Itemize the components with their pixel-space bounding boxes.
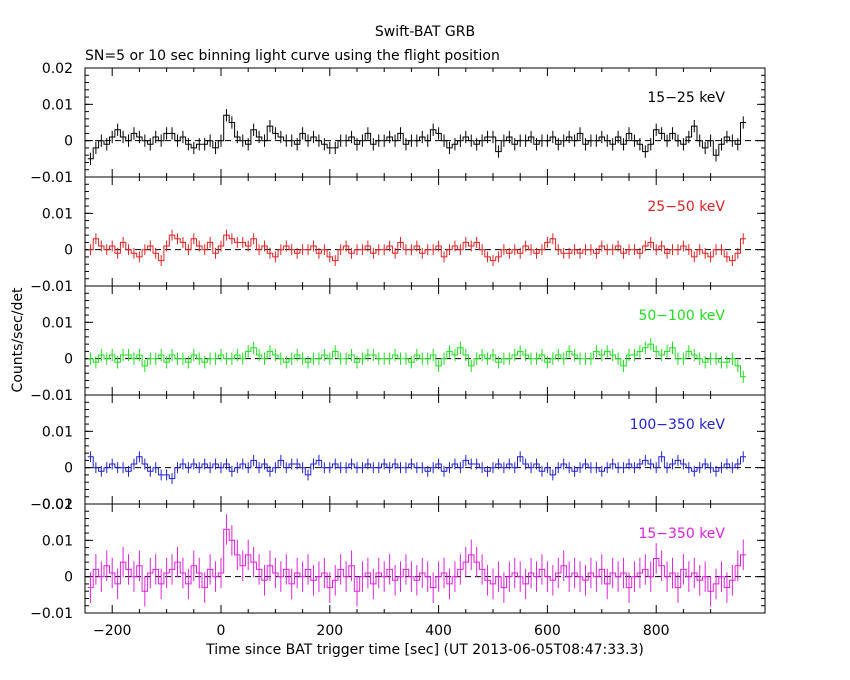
x-tick-label: −200 — [93, 623, 131, 639]
panel-4: −0.01 0 0.01 100−350 keV — [30, 394, 766, 513]
series-line — [87, 456, 746, 480]
series-line — [87, 343, 746, 378]
band-label: 50−100 keV — [638, 308, 725, 324]
y-tick-label: 0.01 — [42, 97, 73, 113]
band-label: 100−350 keV — [630, 417, 726, 433]
band-label: 15−25 keV — [647, 90, 725, 106]
y-tick-label: 0 — [64, 134, 73, 150]
y-tick-label: 0.01 — [42, 206, 73, 222]
x-tick-label: 600 — [534, 623, 561, 639]
series-line — [87, 234, 746, 262]
y-tick-label: −0.01 — [30, 606, 73, 622]
chart-title: Swift-BAT GRB — [375, 24, 475, 40]
panel-5: −0.01 0 0.01 0.02 15−350 keV — [30, 497, 766, 622]
x-tick-label: 400 — [425, 623, 452, 639]
x-axis-label: Time since BAT trigger time [sec] (UT 20… — [205, 642, 644, 658]
y-tick-label: 0.01 — [42, 533, 73, 549]
x-tick-label: 0 — [217, 623, 226, 639]
band-label: 25−50 keV — [647, 199, 725, 215]
y-tick-label: −0.01 — [30, 388, 73, 404]
panel-2: −0.01 0 0.01 25−50 keV — [30, 176, 766, 295]
y-tick-label: 0.01 — [42, 424, 73, 440]
y-tick-label: 0 — [64, 461, 73, 477]
y-tick-label: 0.02 — [42, 61, 73, 77]
y-axis-label: Counts/sec/det — [10, 287, 26, 392]
y-tick-label: −0.01 — [30, 279, 73, 295]
x-tick-label: 200 — [316, 623, 343, 639]
band-label: 15−350 keV — [638, 526, 725, 542]
chart-subtitle: SN=5 or 10 sec binning light curve using… — [85, 48, 500, 64]
panel-frame — [84, 503, 766, 614]
x-tick-label: 800 — [643, 623, 670, 639]
y-tick-label: −0.01 — [30, 170, 73, 186]
panel-1: −0.01 0 0.01 0.02 15−25 keV — [30, 61, 766, 186]
y-tick-label: 0 — [64, 352, 73, 368]
panel-3: −0.01 0 0.01 50−100 keV — [30, 285, 766, 404]
y-tick-label: 0.02 — [42, 497, 73, 513]
y-tick-label: 0 — [64, 570, 73, 586]
y-tick-label: 0.01 — [42, 315, 73, 331]
series-line — [87, 114, 746, 160]
panels-group: −0.01 0 0.01 0.02 15−25 keV −0.01 0 0.01 25−50 k… — [30, 61, 766, 639]
y-tick-label: −0.01 — [30, 497, 73, 513]
y-tick-label: 0 — [64, 243, 73, 259]
